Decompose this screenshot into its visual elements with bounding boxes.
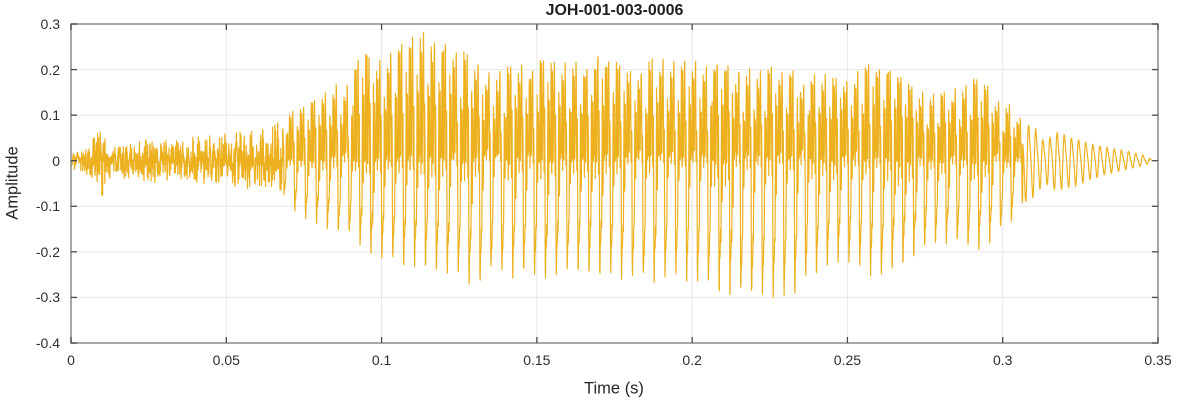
x-axis-label: Time (s) (584, 379, 644, 398)
y-tick-label: 0.2 (40, 61, 60, 78)
chart-title: JOH-001-003-0006 (545, 2, 684, 19)
y-tick-label: -0.3 (35, 289, 60, 306)
y-tick-label: -0.1 (35, 198, 60, 215)
x-tick-label: 0.15 (523, 352, 551, 368)
plot-box (70, 23, 1159, 344)
x-tick-label: 0 (67, 352, 75, 368)
y-tick-label: 0.3 (40, 16, 60, 32)
x-tick-label: 0.25 (833, 352, 862, 368)
y-tick-label: 0.1 (40, 107, 60, 124)
y-tick-label: -0.4 (35, 335, 60, 351)
x-tick-label: 0.2 (682, 352, 702, 368)
x-tick-label: 0.1 (371, 352, 392, 368)
y-tick-label: -0.2 (35, 243, 60, 260)
x-tick-label: 0.3 (992, 352, 1013, 368)
y-tick-label: 0 (52, 152, 60, 169)
x-tick-label: 0.05 (212, 352, 240, 368)
waveform-line (70, 31, 1153, 299)
x-tick-label: 0.35 (1144, 352, 1172, 368)
